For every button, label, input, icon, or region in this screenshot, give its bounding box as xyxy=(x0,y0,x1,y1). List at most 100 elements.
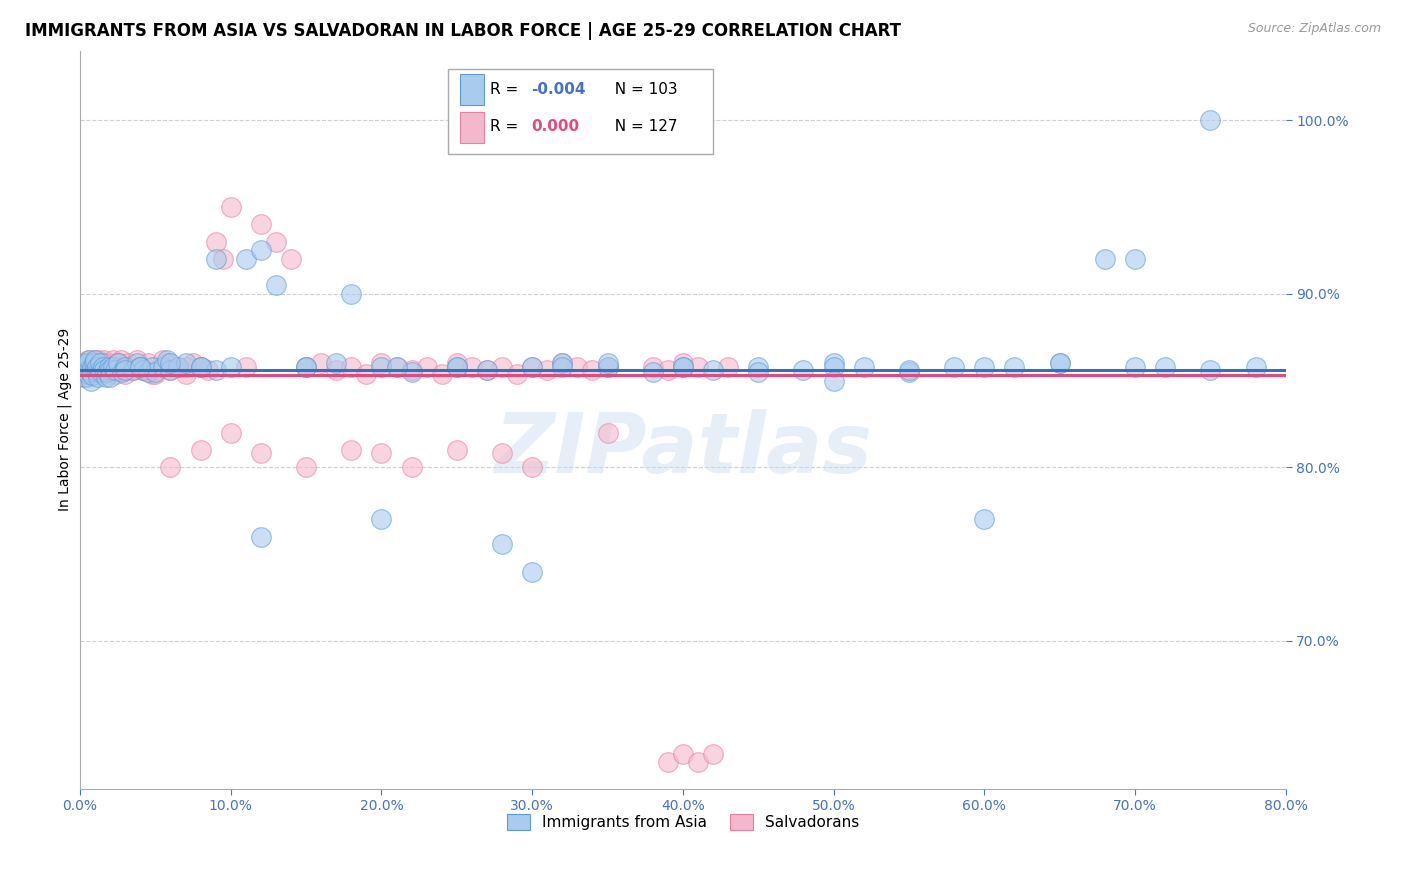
Point xyxy=(77,363,100,377)
Point xyxy=(94,370,117,384)
Point xyxy=(100,359,122,374)
Point xyxy=(1154,359,1177,374)
Point xyxy=(235,359,257,374)
Point xyxy=(127,352,149,367)
Point xyxy=(401,363,423,377)
Point xyxy=(475,363,498,377)
Point xyxy=(641,365,664,379)
Text: 0.000: 0.000 xyxy=(531,120,579,134)
Point xyxy=(114,367,136,381)
Point xyxy=(446,442,468,457)
Bar xyxy=(460,112,484,143)
Point xyxy=(114,363,136,377)
Point xyxy=(83,352,105,367)
Point xyxy=(167,359,190,374)
Point xyxy=(852,359,875,374)
Point xyxy=(132,363,155,377)
Point xyxy=(75,363,97,377)
Point xyxy=(702,363,724,377)
Point xyxy=(190,359,212,374)
Point xyxy=(174,356,197,370)
Point xyxy=(370,356,392,370)
Point xyxy=(90,365,112,379)
Point xyxy=(370,446,392,460)
Point xyxy=(76,352,98,367)
Point xyxy=(446,356,468,370)
Point xyxy=(76,370,98,384)
Point xyxy=(792,363,814,377)
Point xyxy=(1049,356,1071,370)
Point xyxy=(114,359,136,374)
Point xyxy=(111,365,134,379)
Point xyxy=(596,359,619,374)
Point xyxy=(475,363,498,377)
Point xyxy=(219,359,242,374)
Point xyxy=(79,356,101,370)
Point xyxy=(1199,113,1222,128)
Point xyxy=(356,367,378,381)
Point xyxy=(83,356,105,370)
Point xyxy=(204,363,226,377)
Point xyxy=(1123,252,1146,266)
Point xyxy=(72,363,94,377)
Point xyxy=(91,363,114,377)
Point xyxy=(75,361,97,376)
Point xyxy=(97,367,120,381)
Point xyxy=(72,359,94,374)
Point xyxy=(212,252,235,266)
Point xyxy=(156,352,179,367)
Point xyxy=(551,356,574,370)
Point xyxy=(264,235,287,249)
Point xyxy=(1004,359,1026,374)
Point xyxy=(84,363,107,377)
Point xyxy=(159,356,181,370)
Point xyxy=(76,356,98,370)
Point xyxy=(370,359,392,374)
Point xyxy=(86,363,108,377)
Point xyxy=(86,359,108,374)
Point xyxy=(340,359,363,374)
Point xyxy=(295,359,318,374)
Point xyxy=(132,363,155,377)
Point xyxy=(73,359,96,374)
Point xyxy=(522,460,544,475)
Point xyxy=(101,359,124,374)
Point xyxy=(152,352,174,367)
Point xyxy=(129,359,152,374)
Point xyxy=(190,359,212,374)
Point xyxy=(87,370,110,384)
Point xyxy=(897,363,920,377)
Point xyxy=(145,359,167,374)
Point xyxy=(96,363,118,377)
Point xyxy=(145,365,167,379)
Point xyxy=(118,359,141,374)
Point xyxy=(84,367,107,381)
Point xyxy=(747,359,769,374)
Text: N = 103: N = 103 xyxy=(605,81,678,96)
Point xyxy=(121,363,143,377)
Point xyxy=(250,446,273,460)
Point xyxy=(152,359,174,374)
Point xyxy=(98,363,121,377)
Point xyxy=(204,252,226,266)
Point xyxy=(657,756,679,770)
Point xyxy=(104,359,127,374)
Point xyxy=(672,359,695,374)
Point xyxy=(104,363,127,377)
Point xyxy=(98,356,121,370)
Point xyxy=(145,367,167,381)
Point xyxy=(167,359,190,374)
Point xyxy=(70,363,93,377)
Point xyxy=(672,747,695,761)
Point xyxy=(114,363,136,377)
Point xyxy=(250,217,273,231)
Point xyxy=(522,359,544,374)
Point xyxy=(159,460,181,475)
Point xyxy=(86,365,108,379)
Point xyxy=(79,367,101,381)
Point xyxy=(506,367,529,381)
Point xyxy=(76,363,98,377)
Point xyxy=(110,352,132,367)
Point xyxy=(823,359,845,374)
Point xyxy=(219,200,242,214)
